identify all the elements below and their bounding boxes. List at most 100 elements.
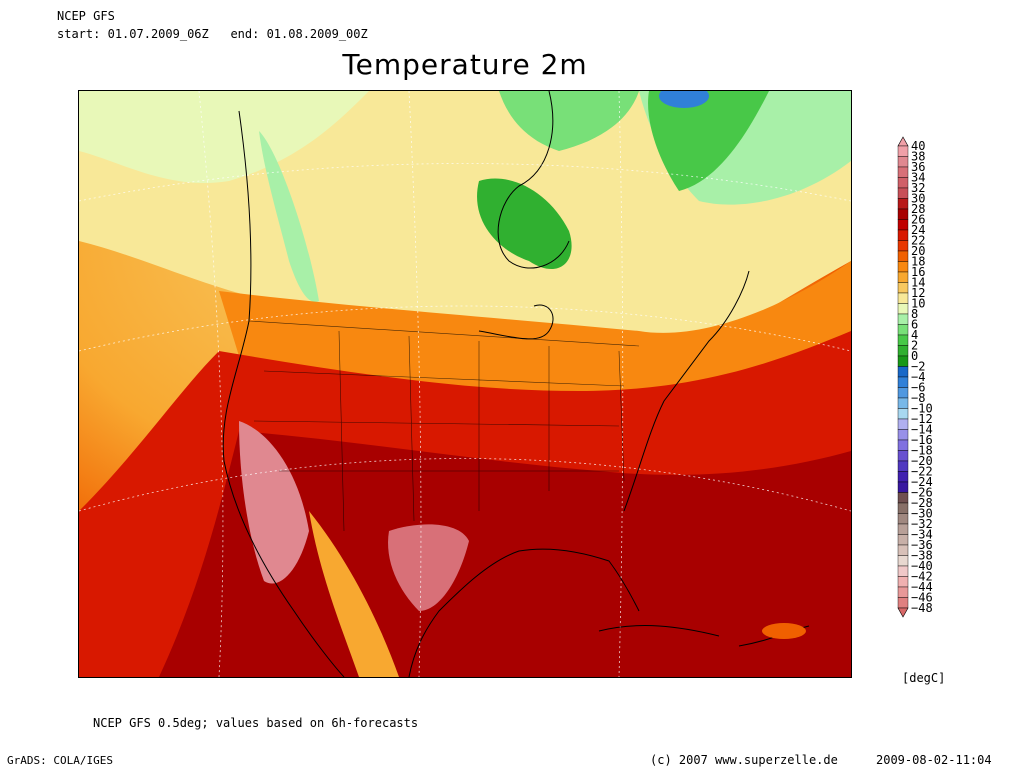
caribbean-warm-spot xyxy=(762,623,806,639)
texas-hot-zone xyxy=(388,524,469,611)
colorbar-swatch xyxy=(897,586,909,598)
colorbar-swatch xyxy=(897,471,909,483)
colorbar-tick-label: 6 xyxy=(911,318,918,332)
colorbar-tick-label: −24 xyxy=(911,475,933,489)
south-darkred-zone xyxy=(159,431,851,677)
colorbar-tick-label: −22 xyxy=(911,465,933,479)
colorbar-swatch xyxy=(897,229,909,241)
colorbar-top-arrow xyxy=(897,136,909,147)
colorbar-tick-label: −48 xyxy=(911,601,933,615)
colorbar-tick-label: −30 xyxy=(911,507,933,521)
colorbar-swatch xyxy=(897,313,909,325)
colorbar-tick-label: −34 xyxy=(911,528,933,542)
colorbar-bottom-arrow xyxy=(897,607,909,618)
colorbar-tick-label: −40 xyxy=(911,559,933,573)
colorbar-tick-label: 32 xyxy=(911,181,925,195)
colorbar-tick-label: −36 xyxy=(911,538,933,552)
colorbar-swatch xyxy=(897,544,909,556)
colorbar-swatch xyxy=(897,460,909,472)
colorbar-swatch xyxy=(897,418,909,430)
colorbar-tick-label: −42 xyxy=(911,570,933,584)
colorbar-swatch xyxy=(897,397,909,409)
colorbar-tick-label: −38 xyxy=(911,549,933,563)
coastline xyxy=(222,91,750,677)
colorbar-tick-label: 28 xyxy=(911,202,925,216)
colorbar-swatch xyxy=(897,219,909,231)
greenland-blue-spot xyxy=(659,91,709,108)
colorbar-swatch xyxy=(897,271,909,283)
colorbar-tick-label: 22 xyxy=(911,234,925,248)
colorbar-swatch xyxy=(897,177,909,189)
colorbar-swatch xyxy=(897,145,909,157)
colorbar-swatch xyxy=(897,387,909,399)
colorbar-swatch xyxy=(897,555,909,567)
colorbar-swatch xyxy=(897,292,909,304)
colorbar-tick-label: −2 xyxy=(911,360,925,374)
colorbar-swatch xyxy=(897,240,909,252)
colorbar: 4038363432302826242220181614121086420−2−… xyxy=(897,136,933,618)
colorbar-tick-label: −6 xyxy=(911,381,925,395)
colorbar-tick-label: 8 xyxy=(911,307,918,321)
colorbar-tick-label: 4 xyxy=(911,328,918,342)
copyright: (c) 2007 www.superzelle.de xyxy=(650,753,838,767)
colorbar-tick-label: −44 xyxy=(911,580,933,594)
arctic-lightgreen-zone xyxy=(79,91,369,184)
arctic-islands-green xyxy=(499,91,639,151)
rockies-lightgreen xyxy=(259,131,319,302)
colorbar-swatch xyxy=(897,303,909,315)
colorbar-swatch xyxy=(897,187,909,199)
colorbar-tick-label: 40 xyxy=(911,139,925,153)
mexico-highland-zone xyxy=(309,511,399,677)
colorbar-tick-label: 2 xyxy=(911,339,918,353)
colorbar-tick-label: 18 xyxy=(911,255,925,269)
colorbar-swatch xyxy=(897,450,909,462)
colorbar-tick-label: 36 xyxy=(911,160,925,174)
hudson-bay-green-zone xyxy=(477,178,572,270)
southwest-hot-zone xyxy=(239,421,309,584)
colorbar-swatch xyxy=(897,576,909,588)
colorbar-swatch xyxy=(897,439,909,451)
generation-timestamp: 2009-08-02-11:04 xyxy=(876,753,992,767)
colorbar-swatch xyxy=(897,523,909,535)
run-period: start: 01.07.2009_06Z end: 01.08.2009_00… xyxy=(57,28,368,41)
greenland-green-zone xyxy=(648,91,769,191)
colorbar-tick-label: −12 xyxy=(911,412,933,426)
colorbar-swatch xyxy=(897,597,909,609)
colorbar-tick-label: −46 xyxy=(911,591,933,605)
colorbar-swatch xyxy=(897,156,909,168)
colorbar-tick-label: −14 xyxy=(911,423,933,437)
colorbar-tick-label: 20 xyxy=(911,244,925,258)
end-time: 01.08.2009_00Z xyxy=(266,27,368,41)
colorbar-swatch xyxy=(897,513,909,525)
colorbar-swatch xyxy=(897,429,909,441)
graticule xyxy=(79,91,851,677)
colorbar-tick-label: 34 xyxy=(911,171,925,185)
end-label: end: xyxy=(230,27,260,41)
colorbar-swatch xyxy=(897,492,909,504)
data-source-note: NCEP GFS 0.5deg; values based on 6h-fore… xyxy=(93,716,419,730)
colorbar-swatch xyxy=(897,208,909,220)
colorbar-swatch xyxy=(897,502,909,514)
colorbar-tick-label: 24 xyxy=(911,223,925,237)
colorbar-tick-label: 10 xyxy=(911,297,925,311)
colorbar-tick-label: −18 xyxy=(911,444,933,458)
colorbar-swatch xyxy=(897,376,909,388)
colorbar-swatch xyxy=(897,345,909,357)
colorbar-swatch xyxy=(897,282,909,294)
colorbar-swatch xyxy=(897,261,909,273)
start-time: 01.07.2009_06Z xyxy=(107,27,209,41)
colorbar-swatch xyxy=(897,198,909,210)
colorbar-tick-label: −16 xyxy=(911,433,933,447)
colorbar-tick-label: 14 xyxy=(911,276,925,290)
colorbar-tick-label: 38 xyxy=(911,150,925,164)
colorbar-tick-label: 26 xyxy=(911,213,925,227)
colorbar-tick-label: −20 xyxy=(911,454,933,468)
colorbar-tick-label: 30 xyxy=(911,192,925,206)
colorbar-tick-label: −26 xyxy=(911,486,933,500)
colorbar-tick-label: −10 xyxy=(911,402,933,416)
colorbar-swatch xyxy=(897,481,909,493)
colorbar-tick-label: −28 xyxy=(911,496,933,510)
colorbar-tick-label: 12 xyxy=(911,286,925,300)
model-name: NCEP GFS xyxy=(57,9,115,23)
colorbar-swatch xyxy=(897,355,909,367)
